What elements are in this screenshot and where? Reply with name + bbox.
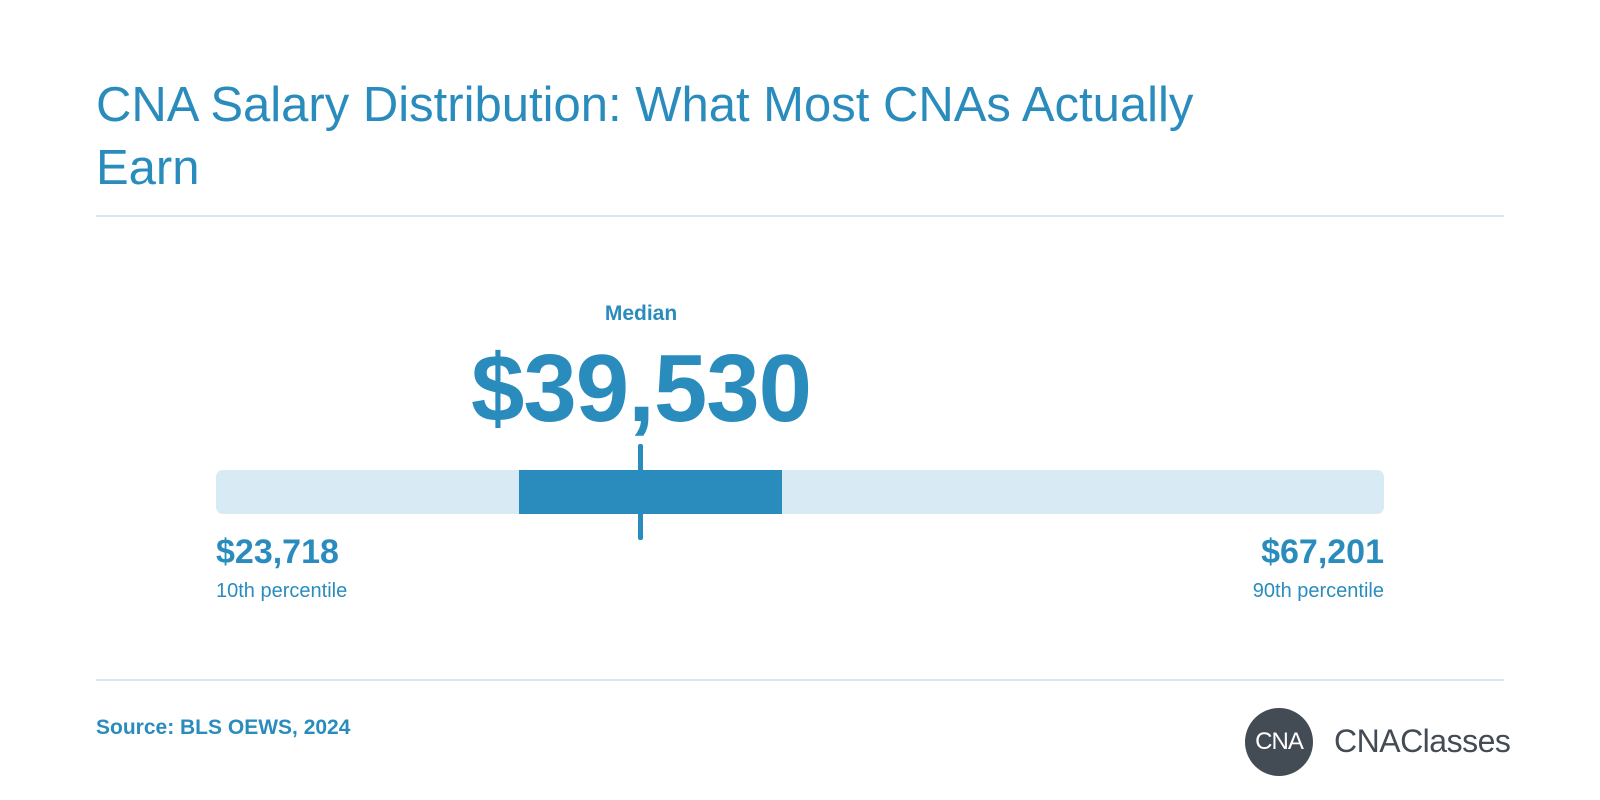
median-value: $39,530 — [470, 335, 812, 442]
chart-title: CNA Salary Distribution: What Most CNAs … — [96, 78, 1194, 195]
low-percentile-value: $23,718 — [216, 533, 339, 571]
source-note: Source: BLS OEWS, 2024 — [96, 716, 351, 739]
logo-badge: CNA — [1245, 708, 1313, 776]
median-marker — [638, 444, 644, 540]
low-percentile-label: 10th percentile — [216, 580, 348, 602]
high-percentile-label: 90th percentile — [1252, 580, 1384, 602]
logo-wordmark: CNAClasses — [1334, 723, 1511, 759]
top-divider — [96, 215, 1504, 217]
middle-range-bar — [519, 470, 783, 514]
bottom-divider — [96, 679, 1504, 681]
high-percentile-value: $67,201 — [1261, 533, 1384, 571]
salary-range-track — [216, 470, 1384, 514]
median-label: Median — [604, 302, 678, 325]
